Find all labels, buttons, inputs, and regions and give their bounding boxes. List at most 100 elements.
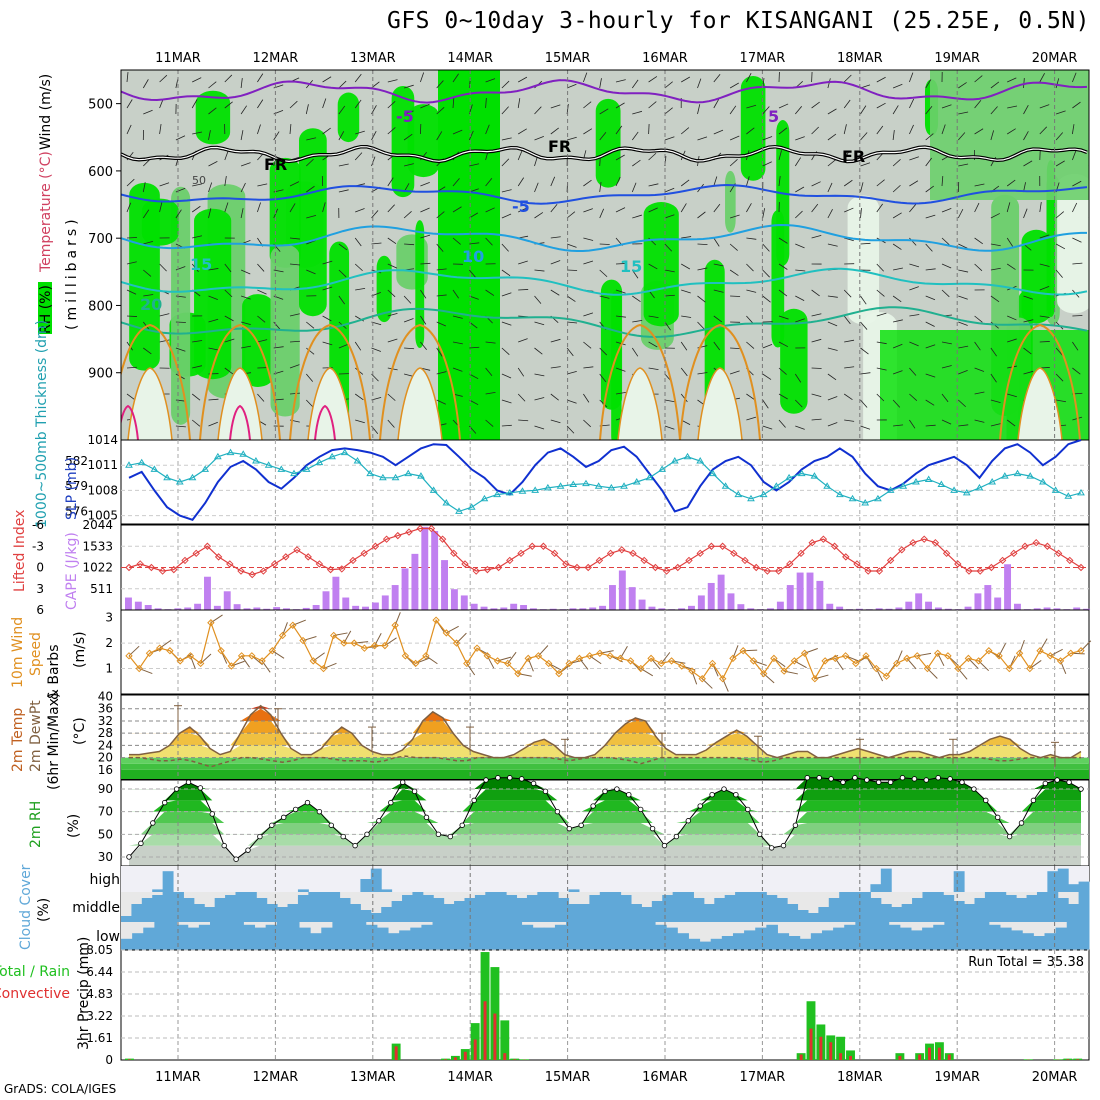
precip-tick-label: 3.22 [86, 1009, 113, 1023]
isotherm-27 [617, 367, 663, 440]
rh-point [173, 786, 180, 792]
wind-barb [795, 243, 805, 249]
cloud-cell [154, 922, 167, 950]
wind-barb [778, 103, 789, 109]
wind-barb [583, 341, 592, 349]
wind-barb [468, 269, 477, 278]
cloud-cell [232, 922, 244, 950]
wind-barb [387, 100, 396, 109]
wind-barb [762, 136, 773, 141]
wind-speed-point [360, 644, 369, 652]
wind-barb [566, 399, 577, 404]
wind-barb [1072, 367, 1081, 375]
wind-barb [1055, 211, 1065, 219]
thickness-point [899, 482, 908, 489]
wind-barb [1007, 338, 1017, 343]
lifted-point [214, 553, 223, 561]
thickness-point [759, 490, 768, 498]
wind-barb [958, 399, 966, 408]
top-date-label: 18MAR [837, 51, 883, 66]
wind-speed-point [319, 664, 328, 673]
cloud-cell [833, 927, 845, 950]
wind-barb [843, 74, 852, 83]
cloud-cell [577, 922, 589, 950]
lifted-point [1043, 542, 1052, 550]
wind-tick-label: 3 [105, 611, 113, 625]
wind-barb [909, 204, 917, 213]
temp-tick-label: 36 [98, 702, 113, 716]
rh-shade-patch [780, 308, 808, 414]
wind-barb [664, 214, 675, 219]
wind-barb [958, 345, 969, 349]
ylabel-wind-unit: (m/s) [72, 631, 88, 668]
wind-speed-point [166, 647, 174, 655]
thickness-point [709, 469, 717, 477]
rh-point [614, 786, 620, 792]
wind-barb [778, 393, 788, 400]
cloud-cell [287, 904, 299, 922]
wind-barb [827, 78, 831, 89]
wind-barb [550, 204, 558, 213]
slp-line [128, 439, 1082, 521]
cloud-cell [1057, 868, 1069, 892]
wind-barb [436, 80, 444, 89]
cloud-cell [376, 927, 389, 950]
bottom-date-label: 13MAR [350, 1070, 396, 1085]
rh-point [257, 833, 263, 840]
cape-bar [609, 585, 616, 610]
wind-barb [1006, 237, 1013, 247]
slp-frame [120, 439, 1090, 525]
wind-barb [403, 318, 414, 323]
lifted-point [651, 563, 660, 572]
cape-bar [697, 595, 705, 610]
wind-barb [240, 105, 248, 115]
isotherm-30 [121, 404, 139, 440]
cape-bar [213, 605, 221, 610]
wind-barb [322, 202, 326, 213]
wind-barb [306, 347, 315, 355]
rh-point [542, 788, 549, 795]
cloud-cell [173, 892, 184, 922]
rh-point [459, 822, 465, 828]
rh-point [816, 775, 822, 781]
thickness-point [683, 452, 692, 460]
thickness-point [1064, 492, 1073, 499]
wind-barb [517, 128, 527, 135]
isotherm-10 [121, 223, 1087, 252]
cape-bar [707, 582, 715, 610]
wind-speed-point [299, 636, 307, 645]
cape-bar [391, 585, 399, 610]
wind-barb [778, 315, 789, 320]
thickness-point [252, 457, 260, 464]
cloud-cell [204, 907, 216, 922]
wind-barb [1072, 124, 1075, 135]
thickness-point [150, 465, 159, 472]
wind-barb [729, 269, 739, 276]
cloud-cell [944, 922, 956, 950]
cloud-cell [755, 927, 767, 950]
wind-barb [387, 263, 398, 269]
wind-speed-point [678, 662, 686, 670]
wind-barb [192, 131, 203, 135]
wind-barb [566, 83, 577, 89]
ylabel-2mtemp: 2m Temp [10, 708, 26, 772]
wind-barb [697, 78, 702, 89]
cloud-cell [1057, 898, 1069, 922]
wind-barb [925, 79, 932, 89]
wind-barb [436, 347, 443, 357]
bottom-date-label: 14MAR [447, 1070, 493, 1085]
wind-barb [387, 312, 398, 317]
wind-barb [876, 125, 884, 135]
cape-bar [767, 608, 774, 610]
rh-point [899, 775, 906, 781]
wind-barb [599, 269, 608, 278]
wind-barb [941, 207, 952, 213]
slp-tick-label: 1011 [87, 458, 118, 472]
cloud-cell [977, 922, 990, 950]
wind-barb [794, 373, 802, 383]
rh-point [745, 806, 751, 813]
temp-tick-label: 28 [98, 726, 113, 740]
wind-barb [680, 76, 691, 83]
lifted-point [203, 542, 212, 550]
